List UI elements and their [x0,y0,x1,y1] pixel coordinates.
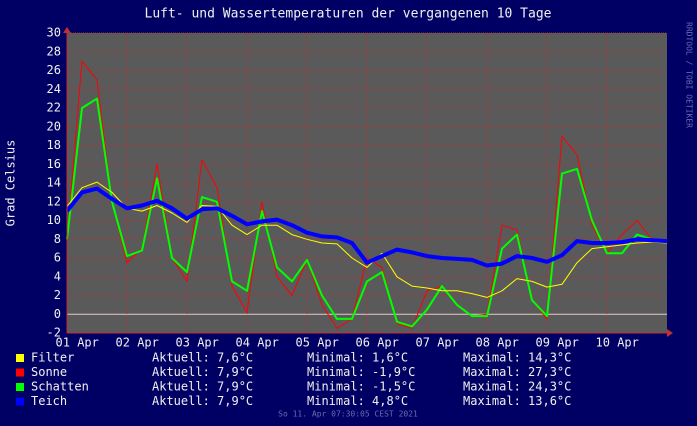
x-tick-label: 05 Apr [296,336,339,350]
legend-stat: Minimal: 4,8°C [307,394,408,408]
x-arrow [667,329,673,337]
series-line [65,186,668,268]
y-tick-label: 26 [47,63,61,77]
y-tick-label: 30 [47,26,61,40]
x-tick-label: 07 Apr [416,336,459,350]
legend-stat: Maximal: 24,3°C [463,380,571,394]
y-tick-label: 28 [47,44,61,58]
y-axis-label: Grad Celsius [4,140,18,227]
legend-stat: Aktuell: 7,9°C [152,394,253,408]
x-tick-label: 04 Apr [236,336,279,350]
legend-stat: Minimal: -1,5°C [307,380,415,394]
legend-stat: Aktuell: 7,9°C [152,365,253,379]
x-tick-label: 03 Apr [176,336,219,350]
legend-name: Sonne [31,365,67,379]
y-tick-label: 20 [47,119,61,133]
y-tick-label: 0 [54,307,61,321]
legend-swatch [16,397,24,406]
y-tick-label: 12 [47,194,61,208]
footer: So 11. Apr 07:30:05 CEST 2021 [278,410,418,419]
y-tick-label: 24 [47,82,61,96]
legend-swatch [16,368,24,377]
y-tick-label: 18 [47,138,61,152]
legend-stat: Minimal: -1,9°C [307,365,415,379]
y-tick-label: -2 [47,326,61,340]
series-line [66,60,653,329]
lines [65,60,668,329]
y-tick-label: 14 [47,176,61,190]
x-tick-label: 09 Apr [536,336,579,350]
legend-stat: Minimal: 1,6°C [307,351,408,365]
watermark: RRDTOOL / TOBI OETIKER [685,22,694,128]
y-tick-label: 2 [54,288,61,302]
x-tick-label: 10 Apr [596,336,639,350]
legend-stat: Aktuell: 7,9°C [152,380,253,394]
legend-stat: Maximal: 27,3°C [463,365,571,379]
y-tick-label: 10 [47,213,61,227]
legend-stat: Aktuell: 7,6°C [152,351,253,365]
y-tick-label: 6 [54,251,61,265]
legend-name: Filter [31,351,74,365]
legend-swatch [16,383,24,391]
x-tick-label: 06 Apr [356,336,399,350]
legend-stat: Maximal: 13,6°C [463,394,571,408]
series-line [66,97,653,328]
legend-stat: Maximal: 14,3°C [463,351,571,365]
y-arrow [63,27,71,33]
axes [63,27,673,337]
legend-name: Schatten [31,380,89,394]
legend-swatch [16,354,24,362]
y-tick-label: 4 [54,269,61,283]
y-tick-label: 22 [47,101,61,115]
y-tick-label: 16 [47,157,61,171]
legend-name: Teich [31,394,67,408]
chart-title: Luft- und Wassertemperaturen der vergang… [145,7,552,22]
y-tick-label: 8 [54,232,61,246]
legend: Filter Aktuell: 7,6°C Minimal: 1,6°C Maxima… [16,351,571,408]
x-tick-label: 02 Apr [116,336,159,350]
x-tick-label: 08 Apr [476,336,519,350]
series-line [66,181,668,298]
x-tick-label: 01 Apr [56,336,99,350]
